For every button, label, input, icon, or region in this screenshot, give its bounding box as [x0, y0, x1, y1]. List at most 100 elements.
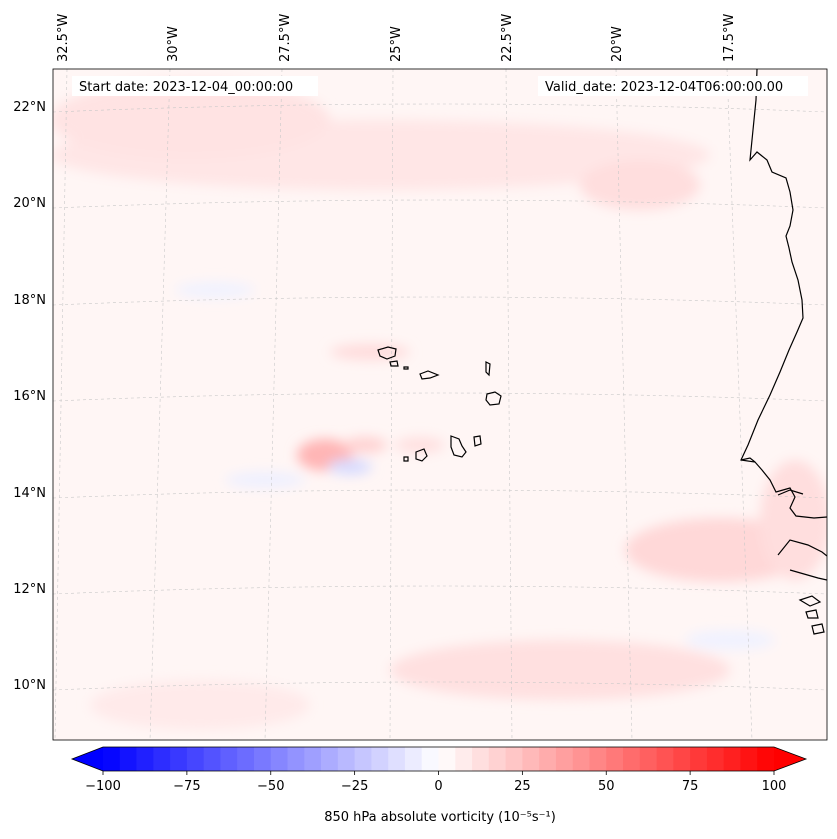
colorbar-segment — [388, 747, 406, 771]
vorticity-negative-northwest — [175, 282, 255, 298]
colorbar-segment — [673, 747, 691, 771]
colorbar-tick-label: 75 — [682, 779, 699, 794]
colorbar-tick-label: 25 — [514, 779, 531, 794]
colorbar-segment — [488, 747, 506, 771]
colorbar-segment — [220, 747, 238, 771]
parallel-line — [53, 296, 827, 306]
parallel-line — [53, 199, 827, 209]
cape-verde-sal — [485, 361, 491, 377]
colorbar-extend-min — [72, 747, 103, 771]
cape-verde-santiago — [450, 435, 467, 458]
colorbar-segment — [656, 747, 674, 771]
cape-verde-brava — [403, 456, 409, 462]
parallel-line — [53, 489, 827, 499]
colorbar-segment — [438, 747, 456, 771]
vorticity-patch-islands — [395, 437, 445, 453]
vorticity-patch-northeast — [580, 160, 700, 210]
colorbar-segment — [270, 747, 288, 771]
longitude-labels: 32.5°W 30°W 27.5°W 25°W 22.5°W 20°W 17.5… — [56, 14, 737, 62]
vorticity-negative-west — [225, 472, 305, 488]
colorbar-segment — [287, 747, 305, 771]
africa-coastline — [740, 69, 827, 519]
start-date-label: Start date: 2023-12-04_00:00:00 — [79, 80, 293, 95]
colorbar-tick-label: 100 — [762, 779, 787, 794]
colorbar-segment — [740, 747, 758, 771]
colorbar-segment — [522, 747, 540, 771]
gambia-estuary — [777, 489, 804, 496]
lon-label-27-5w: 27.5°W — [278, 14, 293, 62]
bissagos-islands — [798, 595, 825, 635]
colorbar-segment — [690, 747, 708, 771]
valid-date-label: Valid_date: 2023-12-04T06:00:00.00 — [545, 80, 783, 95]
colorbar-segment — [153, 747, 171, 771]
colorbar-segment — [572, 747, 590, 771]
colorbar: −100 −75 −50 −25 0 25 50 75 100 850 hPa absolute… — [70, 746, 808, 825]
valid-date-box — [538, 76, 808, 96]
cape-verde-santo-antao — [377, 346, 397, 360]
vorticity-band-southwest — [90, 680, 310, 730]
colorbar-tick-label: −75 — [173, 779, 200, 794]
lon-label-17-5w: 17.5°W — [722, 14, 737, 62]
meridian-line — [615, 69, 633, 740]
colorbar-segment — [421, 747, 439, 771]
vorticity-patch-center — [330, 344, 410, 360]
cape-verde-santa-luzia — [403, 366, 409, 370]
colorbar-segment — [623, 747, 641, 771]
colorbar-segment — [539, 747, 557, 771]
colorbar-segments — [72, 747, 806, 771]
colorbar-segment — [203, 747, 221, 771]
vorticity-negative-southeast — [685, 630, 775, 650]
colorbar-segment — [757, 747, 775, 771]
parallel-line — [53, 585, 827, 595]
latitude-labels: 22°N 20°N 18°N 16°N 14°N 12°N 10°N — [13, 100, 46, 693]
vorticity-patch-east — [343, 437, 387, 453]
cape-verde-sao-vicente — [389, 360, 399, 367]
colorbar-ticks: −100 −75 −50 −25 0 25 50 75 100 — [85, 771, 786, 794]
colorbar-tick-label: −25 — [341, 779, 368, 794]
vorticity-minimum — [328, 459, 372, 475]
lat-label-18n: 18°N — [13, 293, 46, 308]
lat-label-20n: 20°N — [13, 196, 46, 211]
cape-verde-boa-vista — [485, 391, 502, 406]
colorbar-segment — [589, 747, 607, 771]
vorticity-field — [53, 80, 827, 730]
colorbar-tick-label: 50 — [598, 779, 615, 794]
lat-label-10n: 10°N — [13, 678, 46, 693]
vorticity-patch-coast — [760, 460, 827, 580]
colorbar-segment — [354, 747, 372, 771]
colorbar-segment — [505, 747, 523, 771]
colorbar-segment — [321, 747, 339, 771]
colorbar-segment — [337, 747, 356, 771]
colorbar-segment — [472, 747, 490, 771]
colorbar-label: 850 hPa absolute vorticity (10⁻⁵s⁻¹) — [324, 810, 556, 825]
map-frame — [52, 68, 828, 741]
meridian-line — [264, 69, 283, 740]
lat-label-22n: 22°N — [13, 100, 46, 115]
meridian-line — [54, 69, 68, 740]
colorbar-tick-label: −50 — [257, 779, 284, 794]
cape-verde-fogo — [415, 448, 428, 462]
lon-label-30w: 30°W — [166, 26, 181, 62]
colorbar-segment — [706, 747, 725, 771]
guinea-coast — [777, 539, 827, 581]
parallel-line — [53, 103, 827, 113]
colorbar-segment — [606, 747, 624, 771]
lon-label-25w: 25°W — [389, 26, 404, 62]
cape-verde-sao-nicolau — [419, 370, 440, 380]
meridian-line — [389, 69, 394, 740]
lat-label-12n: 12°N — [13, 582, 46, 597]
lon-label-32-5w: 32.5°W — [56, 14, 71, 62]
colorbar-segment — [253, 747, 272, 771]
colorbar-extend-max — [774, 747, 806, 771]
lat-label-16n: 16°N — [13, 389, 46, 404]
colorbar-segment — [136, 747, 154, 771]
colorbar-segment — [186, 747, 205, 771]
colorbar-segment — [170, 747, 188, 771]
parallel-line — [53, 681, 827, 691]
coastlines — [377, 69, 827, 635]
lon-label-20w: 20°W — [610, 26, 625, 62]
colorbar-segment — [304, 747, 322, 771]
gridlines — [53, 69, 827, 740]
meridian-line — [149, 69, 171, 740]
